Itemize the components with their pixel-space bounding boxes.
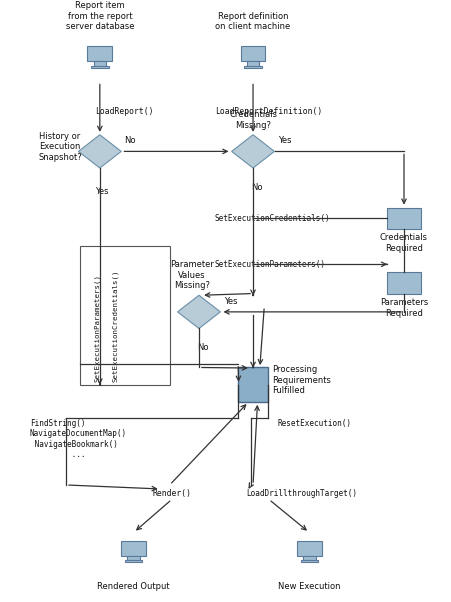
Bar bbox=[127, 556, 139, 560]
Text: Credentials
Missing?: Credentials Missing? bbox=[229, 110, 276, 129]
Text: Report item
from the report
server database: Report item from the report server datab… bbox=[65, 1, 134, 31]
Bar bbox=[386, 272, 420, 294]
Text: Yes: Yes bbox=[223, 297, 237, 306]
Text: LoadDrillthroughTarget(): LoadDrillthroughTarget() bbox=[246, 489, 356, 498]
Bar bbox=[244, 66, 261, 68]
Text: Processing
Requirements
Fulfilled: Processing Requirements Fulfilled bbox=[272, 365, 330, 395]
Bar bbox=[303, 556, 315, 560]
Text: ResetExecution(): ResetExecution() bbox=[277, 419, 351, 428]
Bar bbox=[87, 46, 112, 61]
Bar bbox=[238, 367, 267, 402]
Polygon shape bbox=[231, 135, 274, 168]
Bar bbox=[121, 541, 146, 556]
Bar bbox=[240, 46, 265, 61]
Text: Yes: Yes bbox=[277, 135, 291, 144]
Polygon shape bbox=[177, 295, 220, 329]
Text: Yes: Yes bbox=[95, 187, 109, 196]
Bar bbox=[386, 208, 420, 229]
Text: SetExecutionCredentials(): SetExecutionCredentials() bbox=[214, 214, 330, 223]
Text: SetExecutionParameters(): SetExecutionParameters() bbox=[214, 260, 325, 269]
Text: Render(): Render() bbox=[152, 489, 191, 498]
Text: Rendered Output: Rendered Output bbox=[97, 582, 170, 591]
Bar bbox=[300, 560, 318, 562]
Bar bbox=[93, 61, 106, 66]
Text: SetExecutionCredentials(): SetExecutionCredentials() bbox=[112, 269, 119, 382]
Text: No: No bbox=[196, 343, 208, 352]
Text: Parameters
Required: Parameters Required bbox=[379, 298, 427, 317]
Text: LoadReport(): LoadReport() bbox=[95, 107, 153, 116]
Polygon shape bbox=[78, 135, 121, 168]
Bar bbox=[296, 541, 321, 556]
Text: No: No bbox=[124, 135, 136, 144]
Text: Report definition
on client machine: Report definition on client machine bbox=[215, 11, 290, 31]
Text: FindString()
NavigateDocumentMap()
 NavigateBookmark()
         ...: FindString() NavigateDocumentMap() Navig… bbox=[30, 419, 127, 459]
Text: No: No bbox=[250, 183, 262, 192]
Text: Parameter
Values
Missing?: Parameter Values Missing? bbox=[170, 260, 214, 290]
Bar bbox=[124, 560, 142, 562]
Bar bbox=[79, 246, 169, 385]
Text: New Execution: New Execution bbox=[277, 582, 340, 591]
Bar bbox=[246, 61, 259, 66]
Text: SetExecutionParameters(): SetExecutionParameters() bbox=[94, 274, 101, 382]
Text: LoadReportDefinition(): LoadReportDefinition() bbox=[214, 107, 321, 116]
Text: History or
Execution
Snapshot?: History or Execution Snapshot? bbox=[39, 132, 83, 162]
Text: Credentials
Required: Credentials Required bbox=[379, 234, 427, 253]
Bar bbox=[91, 66, 108, 68]
